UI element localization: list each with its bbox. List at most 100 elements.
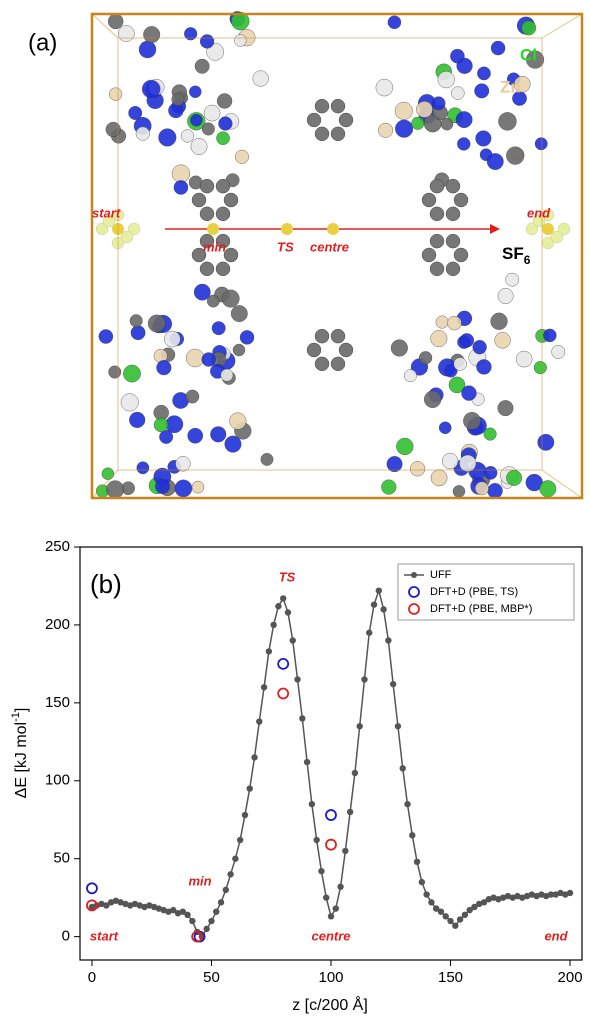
data-point: [279, 595, 287, 602]
data-point: [389, 680, 397, 688]
atom: [330, 328, 346, 344]
atom: [430, 469, 448, 487]
atom: [338, 342, 354, 358]
atom: [445, 178, 461, 194]
annotation: centre: [311, 928, 350, 943]
data-point: [399, 765, 406, 772]
atom: [429, 261, 445, 277]
atom: [215, 178, 231, 194]
atom: [513, 75, 531, 93]
data-point: [327, 913, 335, 920]
atom: [216, 131, 230, 145]
atom: [95, 222, 109, 236]
atom: [445, 233, 461, 249]
data-point: [404, 800, 411, 808]
structure: [95, 11, 571, 499]
atom: [147, 314, 166, 333]
atom: [459, 454, 477, 472]
atom: [108, 365, 122, 379]
atom: [239, 330, 255, 345]
atom: [487, 483, 503, 499]
data-point: [428, 899, 435, 906]
atom: [129, 314, 143, 328]
atom: [159, 429, 174, 444]
atom: [194, 58, 210, 74]
atom: [551, 344, 566, 359]
data-point: [284, 609, 292, 616]
data-point: [251, 754, 258, 761]
atom: [447, 315, 462, 331]
molecule-text: SF: [502, 244, 524, 263]
sf6-position: [327, 223, 339, 235]
atom: [494, 332, 511, 349]
atom: [543, 328, 557, 343]
atom: [252, 70, 269, 87]
atom: [108, 87, 123, 101]
molecule-subscript: 6: [524, 253, 531, 267]
atom: [118, 25, 135, 42]
data-point: [361, 676, 368, 683]
data-point: [366, 629, 373, 636]
molecule-label: SF6: [502, 244, 531, 267]
atom: [314, 356, 330, 372]
atom: [435, 315, 449, 329]
atom: [429, 206, 445, 222]
atom: [105, 121, 121, 138]
atom: [381, 479, 397, 495]
atom: [490, 312, 508, 330]
element-label: Cl: [520, 45, 537, 64]
atom: [190, 138, 208, 155]
atom: [211, 321, 226, 336]
annotation: end: [544, 928, 568, 943]
data-point: [323, 894, 330, 901]
atom: [174, 479, 193, 498]
data-point: [170, 906, 177, 914]
atom: [199, 34, 215, 49]
atom: [330, 126, 346, 142]
data-point: [356, 723, 363, 730]
atom: [102, 214, 116, 228]
atom: [452, 485, 466, 498]
atom: [506, 146, 525, 165]
data-point: [418, 878, 426, 886]
atom: [445, 261, 461, 277]
atom: [457, 137, 471, 151]
atom: [215, 233, 231, 249]
annotation: start: [90, 928, 119, 943]
atom: [193, 283, 211, 301]
data-point: [385, 637, 392, 644]
data-point: [256, 718, 263, 725]
atom: [483, 427, 497, 441]
atom: [421, 247, 437, 263]
legend-marker: [408, 586, 420, 598]
atom: [429, 178, 445, 194]
atom: [185, 348, 205, 368]
atom: [390, 339, 408, 357]
y-tick-label: 200: [45, 616, 70, 633]
atom: [440, 117, 454, 131]
data-point: [461, 911, 469, 919]
atom: [173, 180, 189, 195]
atom: [201, 352, 216, 367]
annotation: min: [188, 873, 211, 888]
atom: [230, 305, 248, 323]
data-point: [227, 871, 234, 878]
atom: [106, 480, 125, 499]
atom: [206, 294, 220, 308]
atom: [534, 137, 548, 151]
atom: [483, 465, 498, 480]
data-point: [294, 676, 301, 683]
atom: [476, 359, 492, 375]
element-label: Zn: [500, 77, 521, 96]
sf6-position: [281, 223, 293, 235]
atom: [437, 71, 455, 89]
atom: [153, 417, 169, 433]
legend-marker: [411, 572, 417, 578]
data-point: [471, 903, 478, 911]
atom: [215, 261, 231, 277]
y-tick-label: 150: [45, 694, 70, 711]
atom: [171, 164, 191, 183]
atom: [453, 192, 469, 208]
